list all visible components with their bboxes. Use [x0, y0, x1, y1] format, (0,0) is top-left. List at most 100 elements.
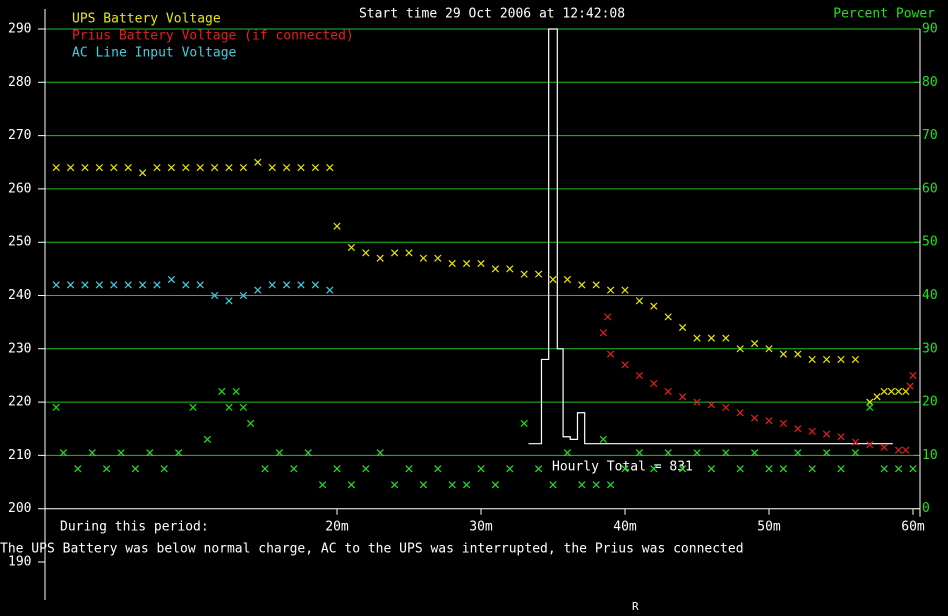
data-point [189, 403, 197, 412]
y2-tick-label: 50 [922, 235, 938, 250]
data-point [390, 249, 399, 257]
data-point [664, 449, 672, 457]
data-point [664, 313, 672, 321]
y-tick-label: 190 [8, 555, 31, 570]
data-point [254, 158, 262, 166]
data-point [462, 481, 471, 489]
data-point [880, 465, 888, 473]
data-point [736, 409, 744, 417]
data-point [866, 398, 874, 406]
data-point [722, 449, 730, 457]
data-point [808, 465, 816, 473]
data-point [822, 430, 831, 438]
data-point [110, 281, 118, 289]
legend-entry: UPS Battery Voltage [72, 12, 221, 27]
data-point [599, 329, 608, 337]
y-tick-label: 270 [8, 128, 31, 143]
y-tick-label: 230 [8, 341, 31, 356]
data-point [866, 403, 874, 412]
data-point [297, 163, 305, 172]
data-point [153, 281, 161, 289]
data-point [311, 281, 320, 289]
data-point [563, 275, 572, 284]
data-point [311, 163, 320, 172]
data-point [491, 481, 500, 489]
data-point [650, 465, 658, 473]
data-point [304, 449, 312, 457]
subtitle: During this period: [60, 520, 209, 535]
data-point [448, 259, 456, 268]
legend-entry: AC Line Input Voltage [72, 46, 237, 61]
data-point [196, 163, 204, 172]
data-point [779, 465, 788, 473]
data-point [534, 270, 543, 278]
data-point [707, 401, 716, 409]
data-point [124, 163, 132, 172]
data-point [794, 425, 802, 433]
data-point [268, 163, 276, 172]
data-point [95, 281, 104, 289]
message: The UPS Battery was below normal charge,… [0, 542, 744, 557]
data-point [635, 449, 644, 457]
data-point [506, 465, 514, 473]
data-point [765, 345, 773, 353]
data-point [390, 481, 399, 489]
data-point [887, 387, 896, 396]
data-point [347, 481, 356, 489]
data-point [894, 387, 903, 396]
data-point [434, 465, 442, 473]
y-tick-label: 280 [8, 75, 31, 90]
data-point [894, 446, 903, 454]
data-point [750, 339, 759, 348]
y2-tick-label: 60 [922, 181, 938, 196]
data-point [225, 163, 233, 172]
data-point [902, 387, 910, 396]
x-tick-label: 60m [901, 520, 925, 535]
data-point [880, 443, 888, 452]
data-point [549, 481, 557, 489]
data-point [765, 465, 773, 473]
data-point [318, 481, 327, 489]
data-point [210, 163, 219, 172]
data-point [873, 393, 881, 401]
y2-tick-label: 70 [922, 128, 938, 143]
data-point [405, 249, 413, 257]
data-point [218, 387, 226, 396]
data-point [650, 379, 658, 388]
data-point [102, 465, 111, 473]
data-point [290, 465, 298, 473]
y-tick-label: 260 [8, 181, 31, 196]
data-point [707, 334, 716, 342]
data-point [664, 387, 672, 396]
data-point [66, 281, 75, 289]
y-tick-label: 210 [8, 448, 31, 463]
data-point [534, 465, 543, 473]
data-point [736, 345, 744, 353]
data-point [794, 449, 802, 457]
x-tick-label: 20m [325, 520, 349, 535]
data-point [621, 286, 629, 294]
hourly-line [528, 28, 893, 445]
data-point [909, 371, 917, 380]
data-point [621, 361, 629, 369]
y2-tick-label: 0 [922, 501, 930, 516]
data-point [362, 249, 370, 257]
data-point [635, 297, 644, 305]
data-point [906, 382, 914, 390]
data-point [160, 465, 168, 473]
data-point [606, 286, 615, 294]
data-point [196, 281, 204, 289]
y-tick-label: 220 [8, 395, 31, 410]
data-point [167, 163, 176, 172]
data-point [592, 481, 600, 489]
chart-title: Start time 29 Oct 2006 at 12:42:08 [359, 7, 625, 22]
y2-tick-label: 30 [922, 341, 938, 356]
x-tick-label: 50m [757, 520, 781, 535]
data-point [578, 481, 586, 489]
data-point [239, 163, 248, 172]
y2-tick-label: 10 [922, 448, 938, 463]
y2-tick-label: 40 [922, 288, 938, 303]
data-point [405, 465, 413, 473]
footer: R [632, 600, 639, 613]
